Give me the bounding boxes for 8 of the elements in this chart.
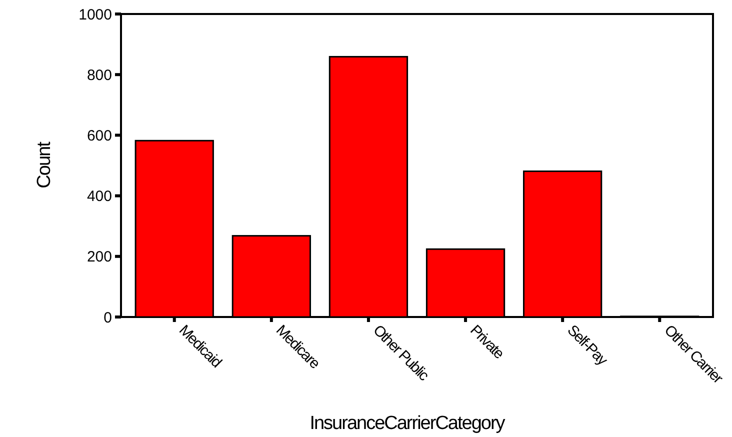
x-axis-title: InsuranceCarrierCategory <box>310 413 506 434</box>
y-tick-label: 1000 <box>78 6 112 24</box>
y-tick-label: 200 <box>86 248 112 266</box>
y-tick-label: 400 <box>86 188 112 206</box>
y-axis-title: Count <box>34 140 55 188</box>
y-tick-label: 0 <box>104 309 112 326</box>
y-tick-label: 600 <box>86 127 112 144</box>
y-tick-label: 800 <box>86 66 112 84</box>
